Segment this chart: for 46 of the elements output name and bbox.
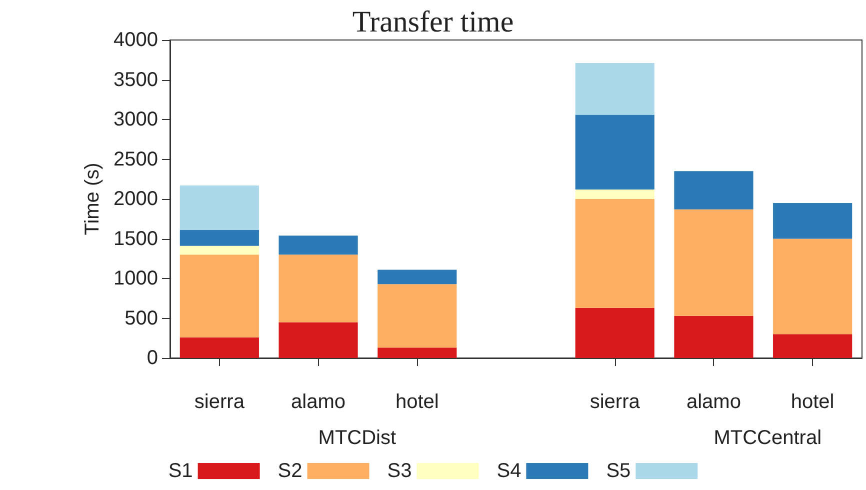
y-tick-label: 3500	[114, 68, 158, 91]
bar	[180, 185, 259, 230]
bar	[773, 202, 852, 239]
bar	[278, 236, 358, 255]
y-tick-label: 2500	[114, 148, 158, 170]
y-tick-label: 4000	[114, 29, 158, 51]
bar	[674, 209, 754, 316]
x-tick-label: sierra	[590, 391, 641, 413]
y-axis-title: Time (s)	[82, 162, 104, 236]
text: MTCDist	[318, 427, 396, 449]
bar	[575, 308, 654, 358]
bar	[773, 334, 852, 358]
x-tick-label: hotel	[395, 391, 439, 413]
y-tick-label: 1500	[114, 228, 158, 250]
bar	[378, 348, 457, 358]
y-tick-label: 0	[146, 347, 158, 369]
bar	[180, 230, 259, 246]
x-tick-label: hotel	[790, 391, 834, 413]
y-tick-label: 2000	[114, 188, 158, 210]
bar	[773, 238, 852, 334]
legend-label: S1	[168, 460, 193, 482]
chart-title: Transfer time	[352, 6, 514, 38]
y-tick-label: 3000	[114, 108, 158, 130]
bar	[575, 63, 654, 115]
y-tick-label: 500	[124, 307, 158, 330]
x-tick-label: alamo	[291, 391, 346, 413]
bar	[278, 322, 358, 358]
bar	[378, 270, 457, 284]
bar	[674, 171, 754, 210]
y-tick-label: 1000	[114, 268, 158, 290]
bar	[278, 254, 358, 322]
bar	[575, 199, 654, 308]
x-tick-label: sierra	[194, 391, 246, 413]
bar	[575, 189, 654, 199]
legend-label: S4	[496, 460, 522, 482]
bar	[575, 114, 654, 190]
bar	[180, 337, 259, 358]
x-tick-label: alamo	[686, 391, 741, 413]
bar	[180, 254, 259, 338]
legend-label: S2	[278, 460, 302, 482]
legend-label: S5	[606, 460, 631, 482]
text: MTCCentral	[714, 427, 822, 449]
bar	[378, 284, 457, 348]
legend-label: S3	[387, 460, 412, 482]
bar	[674, 316, 754, 358]
bar	[180, 246, 259, 255]
